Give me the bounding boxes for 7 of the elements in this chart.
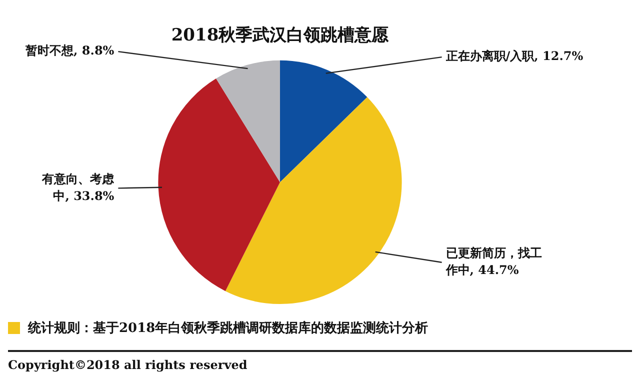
text: 统计规则：基于2018年白领秋季跳槽调研数据库的数据监测统计分析 — [28, 320, 428, 337]
slice-label: 有意向、考虑中, 33.8% — [41, 172, 116, 203]
chart-title: 2018秋季武汉白领跳槽意愿 — [171, 26, 390, 46]
text: Copyright©2018 all rights reserved — [8, 350, 632, 372]
slice-label: 已更新简历，找工作中, 44.7% — [444, 246, 542, 277]
slice-label: 暂时不想, 8.8% — [24, 44, 115, 58]
slice-label: 正在办离职/入职, 12.7% — [444, 49, 584, 64]
